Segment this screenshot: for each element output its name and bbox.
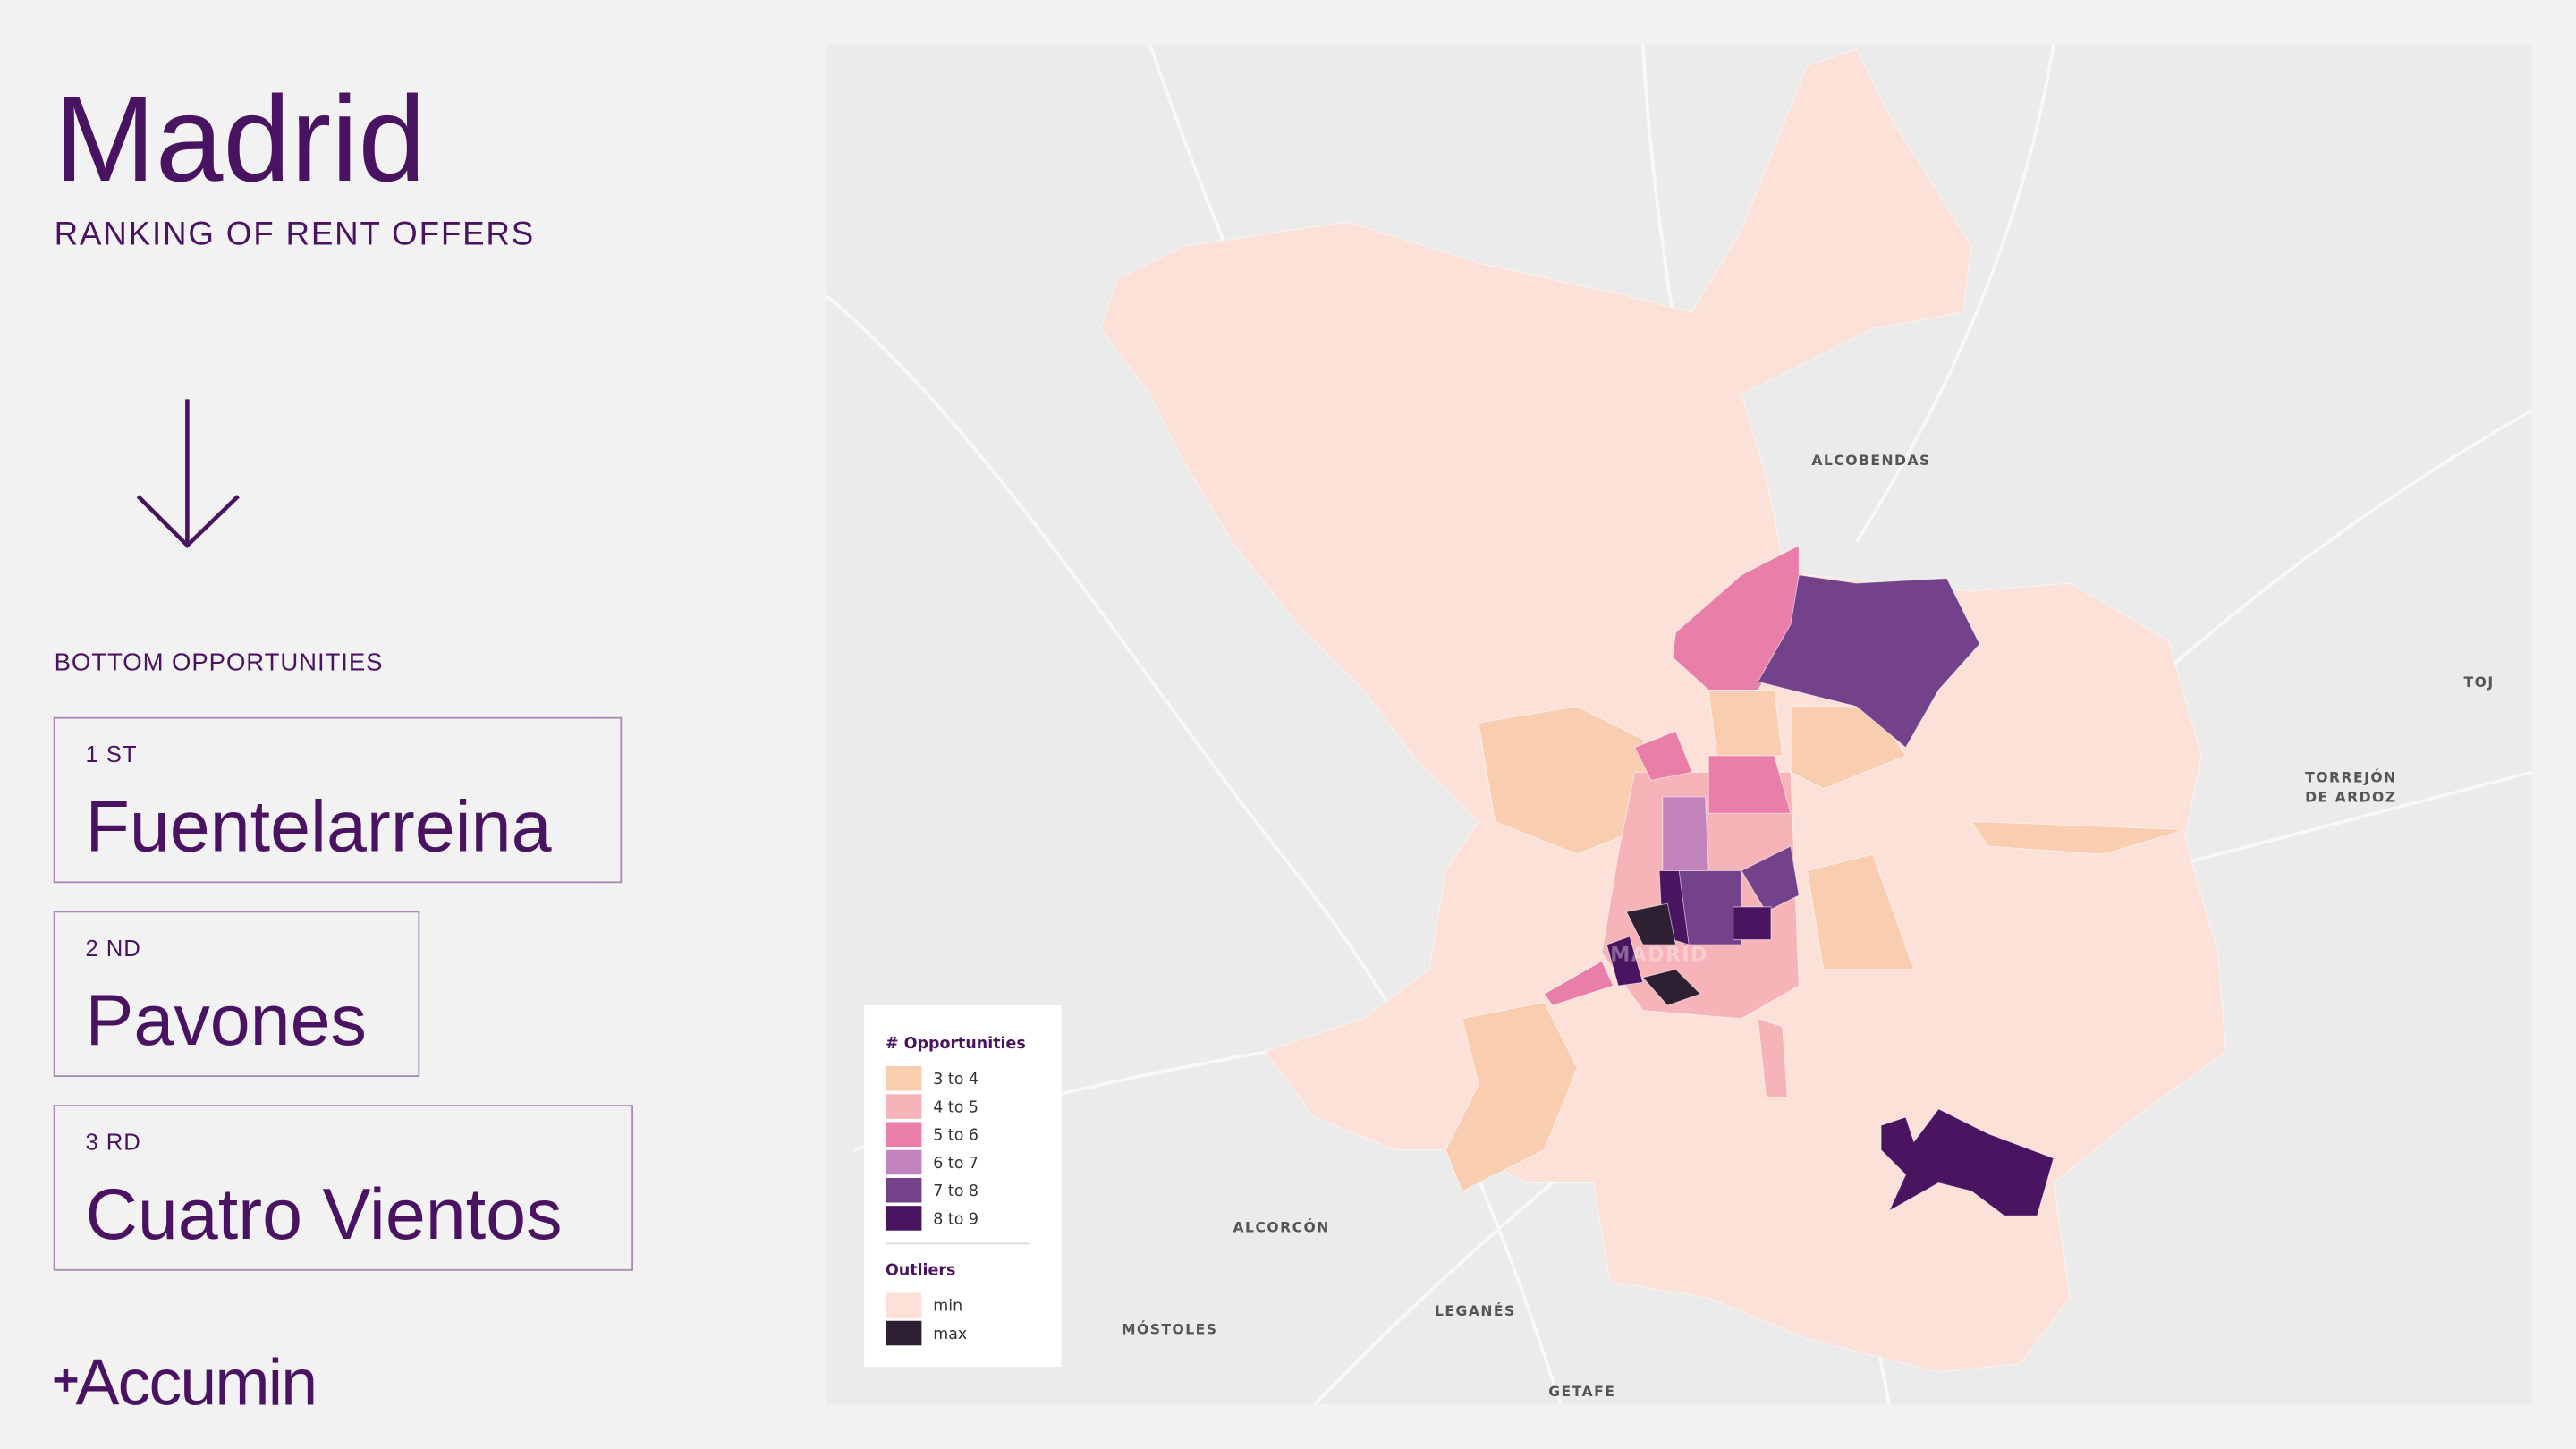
ranking-name: Pavones xyxy=(86,980,367,1061)
map-label: TORREJÓN xyxy=(2305,768,2397,785)
legend-outliers-title: Outliers xyxy=(886,1261,955,1279)
map-label: GETAFE xyxy=(1548,1384,1615,1400)
district xyxy=(1741,845,1800,912)
map-label: DE ARDOZ xyxy=(2305,789,2396,805)
district xyxy=(1625,902,1677,945)
district xyxy=(1543,960,1614,1006)
ranking-rank: 2 ND xyxy=(86,936,141,962)
legend-swatch xyxy=(886,1122,922,1148)
madrid-district xyxy=(1100,48,2227,1373)
district xyxy=(1757,1018,1788,1098)
title: Madrid xyxy=(55,71,426,207)
map-label: ALCOBENDAS xyxy=(1811,453,1930,469)
legend-label: 3 to 4 xyxy=(933,1071,979,1089)
map-label: TOJ xyxy=(2464,674,2495,691)
map-label: ALCORCÓN xyxy=(1233,1219,1329,1236)
legend-label: 6 to 7 xyxy=(933,1155,979,1173)
district xyxy=(1733,906,1772,941)
legend-label: 7 to 8 xyxy=(933,1182,979,1200)
legend-swatch xyxy=(886,1206,922,1231)
legend-swatch xyxy=(886,1094,922,1119)
legend-swatch xyxy=(886,1292,922,1318)
logo-mark xyxy=(54,1368,78,1392)
subtitle: RANKING OF RENT OFFERS xyxy=(55,216,536,252)
ranking-box xyxy=(53,716,623,884)
district xyxy=(1806,853,1915,970)
district xyxy=(1970,820,2185,855)
legend-swatch xyxy=(886,1149,922,1175)
legend-label: 4 to 5 xyxy=(933,1098,979,1116)
ranking-name: Cuatro Vientos xyxy=(86,1174,563,1255)
legend-label: 8 to 9 xyxy=(933,1210,979,1228)
district xyxy=(1707,755,1792,814)
logo-text: Accumin xyxy=(75,1344,316,1419)
district xyxy=(1880,1108,2055,1216)
district xyxy=(1707,689,1784,757)
legend-label: 5 to 6 xyxy=(933,1127,979,1145)
ranking-box xyxy=(53,1105,634,1271)
ranking-rank: 3 RD xyxy=(86,1131,141,1156)
legend-title: # Opportunities xyxy=(886,1035,1026,1053)
district xyxy=(1757,574,1980,749)
section-title: BOTTOM OPPORTUNITIES xyxy=(55,648,384,675)
map-label: MADRID xyxy=(1610,944,1708,966)
ranking-box xyxy=(53,911,420,1077)
ranking-name: Fuentelarreina xyxy=(86,786,552,867)
ranking: 1 ST Fuentelarreina 2 ND Pavones 3 RD Cuatro … xyxy=(53,716,634,1271)
map-label: LEGANÉS xyxy=(1435,1302,1516,1319)
district xyxy=(1662,796,1709,871)
legend-swatch xyxy=(886,1177,922,1203)
legend-label: min xyxy=(933,1298,962,1316)
district xyxy=(1633,730,1693,781)
district xyxy=(1641,969,1701,1006)
arrow xyxy=(136,399,240,549)
logo: Accumin xyxy=(54,1344,318,1419)
district xyxy=(1606,936,1644,987)
legend-swatch xyxy=(886,1320,922,1346)
map-label: MÓSTOLES xyxy=(1122,1320,1218,1337)
legend-label: max xyxy=(933,1326,967,1343)
district xyxy=(1445,1001,1578,1192)
ranking-rank: 1 ST xyxy=(86,742,138,767)
legend-swatch xyxy=(886,1066,922,1091)
map: ALCOBENDAS TOJ TORREJÓN DE ARDOZ ALCORCÓN MÓS… xyxy=(825,43,2533,1406)
